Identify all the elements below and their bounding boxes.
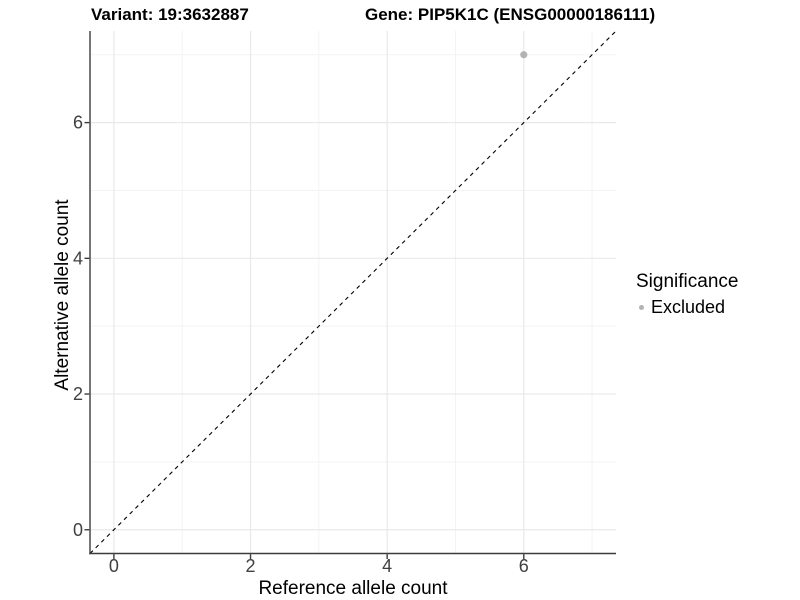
y-tick-label: 2 bbox=[73, 384, 83, 404]
x-tick-label: 2 bbox=[246, 556, 256, 576]
legend: Significance Excluded bbox=[636, 271, 738, 318]
legend-entry-label: Excluded bbox=[651, 297, 726, 317]
y-axis-title: Alternative allele count bbox=[52, 199, 73, 391]
data-point bbox=[520, 51, 528, 59]
x-tick-label: 0 bbox=[109, 556, 119, 576]
y-tick-label: 6 bbox=[73, 113, 83, 133]
x-tick-label: 6 bbox=[519, 556, 529, 576]
legend-entries: Excluded bbox=[636, 297, 738, 318]
y-tick-label: 4 bbox=[73, 248, 83, 268]
legend-title: Significance bbox=[636, 271, 739, 292]
legend-entry: Excluded bbox=[636, 297, 738, 318]
legend-point-icon bbox=[639, 305, 644, 310]
x-tick-label: 4 bbox=[382, 556, 392, 576]
x-axis-title: Reference allele count bbox=[258, 578, 448, 599]
identity-line bbox=[89, 30, 617, 554]
gene-title: Gene: PIP5K1C (ENSG00000186111) bbox=[365, 5, 656, 24]
y-tick-label: 0 bbox=[73, 520, 83, 540]
variant-title: Variant: 19:3632887 bbox=[91, 5, 249, 24]
